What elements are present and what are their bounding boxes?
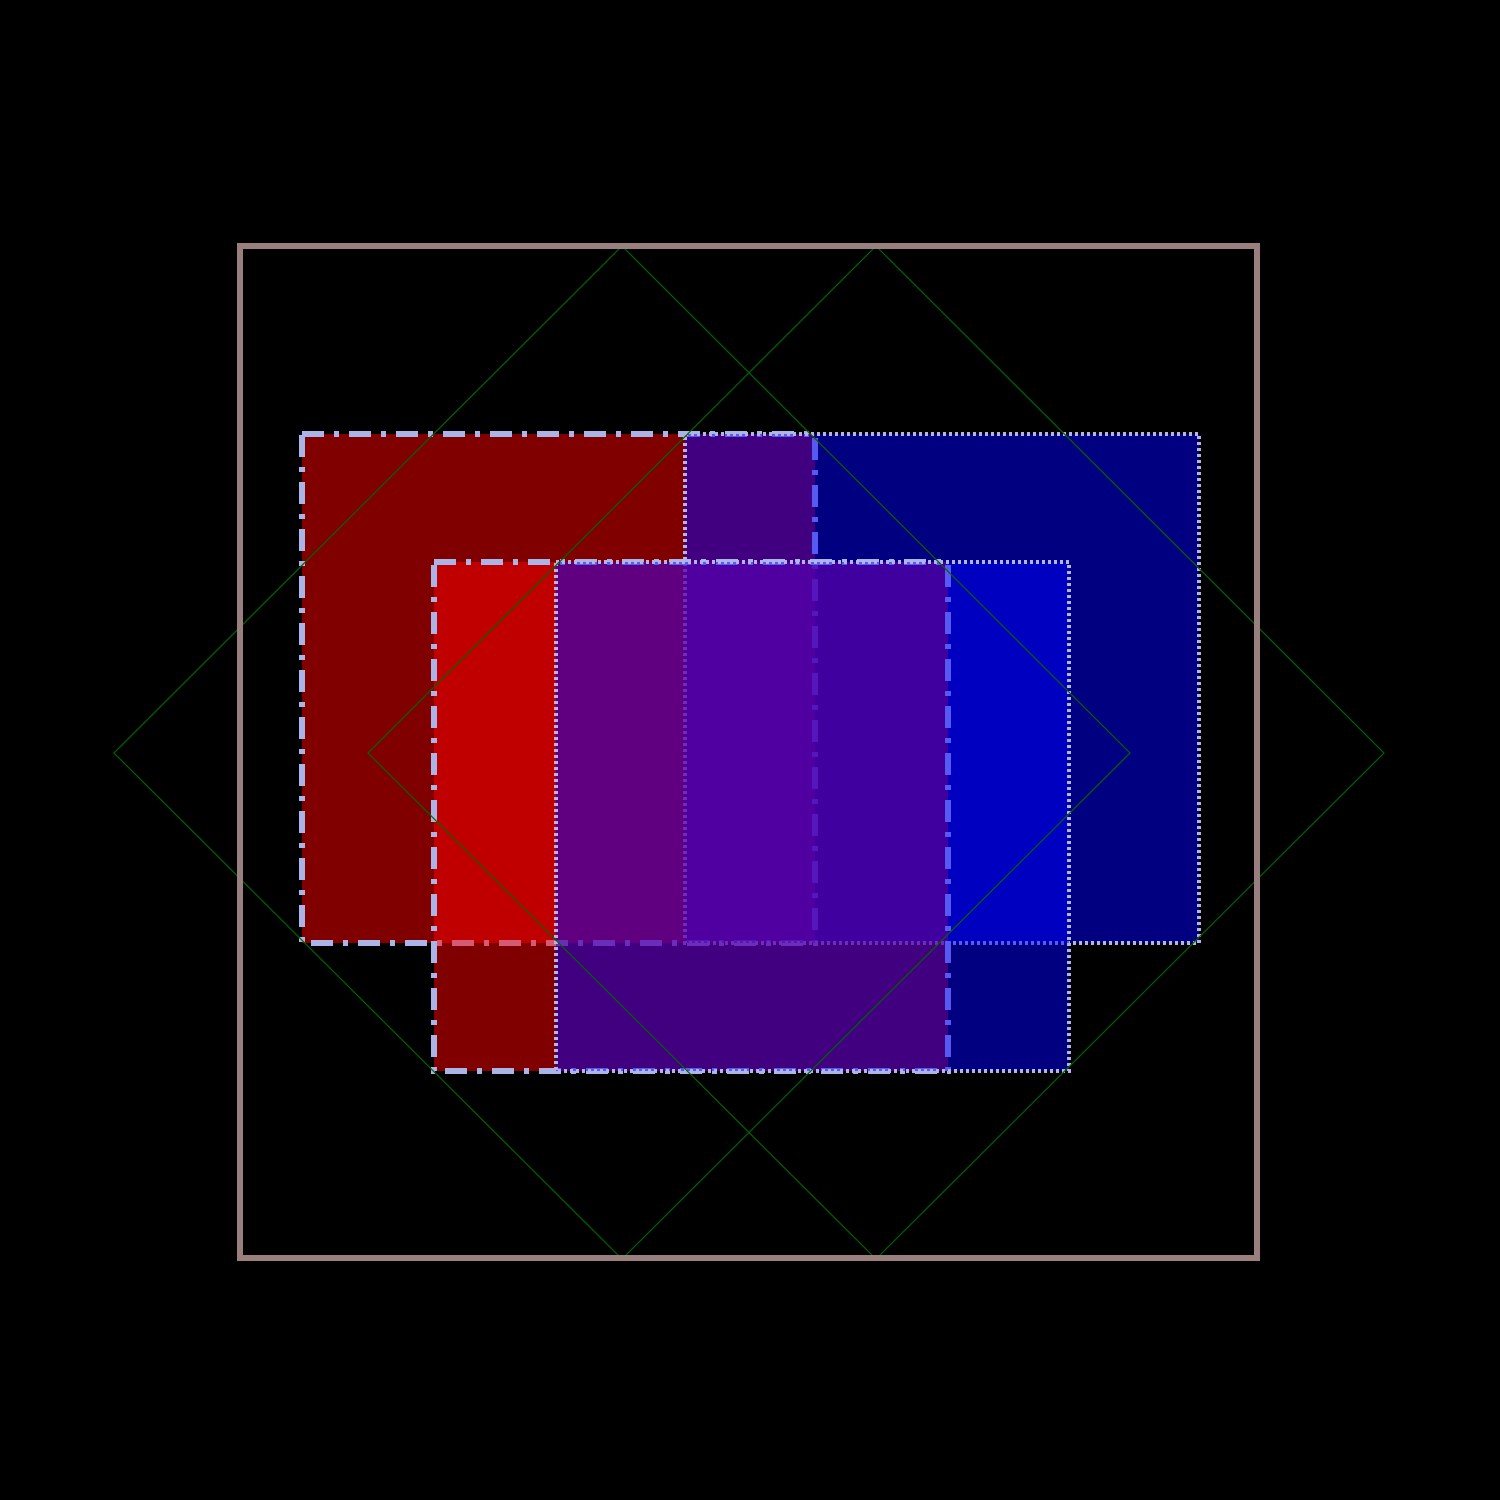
blue-rect-bottom-right bbox=[554, 560, 1071, 1073]
outer-frame bbox=[237, 243, 1260, 1261]
